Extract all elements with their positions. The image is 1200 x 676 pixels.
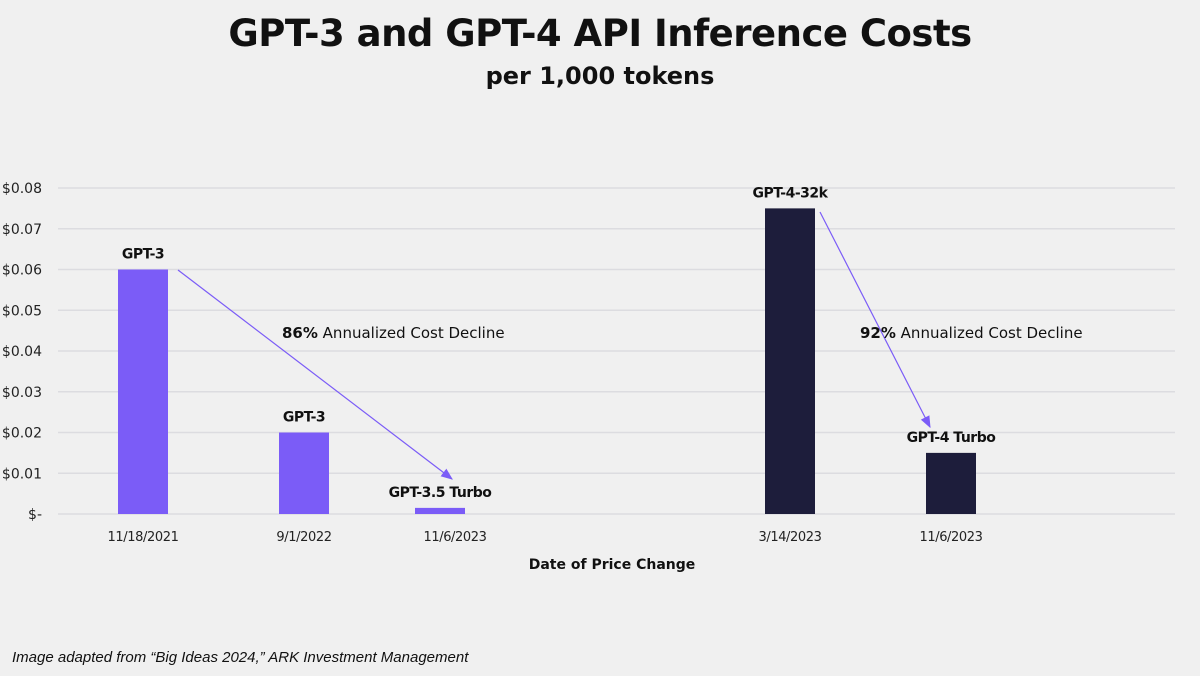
x-tick-label: 11/6/2023 <box>423 530 486 545</box>
bar <box>279 432 329 514</box>
footnote: Image adapted from “Big Ideas 2024,” ARK… <box>12 649 469 666</box>
bar <box>415 507 465 514</box>
annotation-percent: 92% <box>860 324 896 342</box>
decline-arrow <box>177 269 453 480</box>
bar-label: GPT-4 Turbo <box>907 430 997 446</box>
x-tick-label: 9/1/2022 <box>276 530 331 545</box>
bar <box>118 269 168 514</box>
decline-arrow <box>819 211 931 429</box>
annotation-text: 92% Annualized Cost Decline <box>860 324 1083 342</box>
bar-label: GPT-3.5 Turbo <box>389 485 493 501</box>
bar <box>926 452 976 514</box>
bar <box>765 208 815 514</box>
y-tick-label: $0.06 <box>2 263 42 279</box>
x-tick-label: 11/6/2023 <box>919 530 982 545</box>
chart-subtitle: per 1,000 tokens <box>485 62 715 90</box>
annotation-percent: 86% <box>282 324 318 342</box>
y-tick-label: $0.05 <box>2 303 42 319</box>
bar-label: GPT-3 <box>283 410 325 426</box>
y-tick-label: $0.08 <box>2 181 42 197</box>
y-tick-label: $0.02 <box>2 426 42 442</box>
y-tick-label: $0.01 <box>2 466 42 482</box>
bar-label: GPT-3 <box>122 247 164 263</box>
x-tick-label: 11/18/2021 <box>108 530 179 545</box>
y-tick-label: $0.03 <box>2 385 42 401</box>
y-tick-label: $0.04 <box>2 344 42 360</box>
bar-label: GPT-4-32k <box>753 185 829 201</box>
y-tick-label: $0.07 <box>2 222 42 238</box>
chart-title: GPT-3 and GPT-4 API Inference Costs <box>228 12 972 55</box>
bar-chart: $- $0.01 $0.02 $0.03 $0.04 $0.05 $0.06 $0.07 $0.… <box>2 181 1175 573</box>
y-tick-label: $- <box>28 507 42 523</box>
x-tick-label: 3/14/2023 <box>758 530 821 545</box>
annotation-label: Annualized Cost Decline <box>318 324 505 342</box>
annotation-label: Annualized Cost Decline <box>896 324 1083 342</box>
x-axis-label: Date of Price Change <box>529 557 696 573</box>
annotation-text: 86% Annualized Cost Decline <box>282 324 505 342</box>
